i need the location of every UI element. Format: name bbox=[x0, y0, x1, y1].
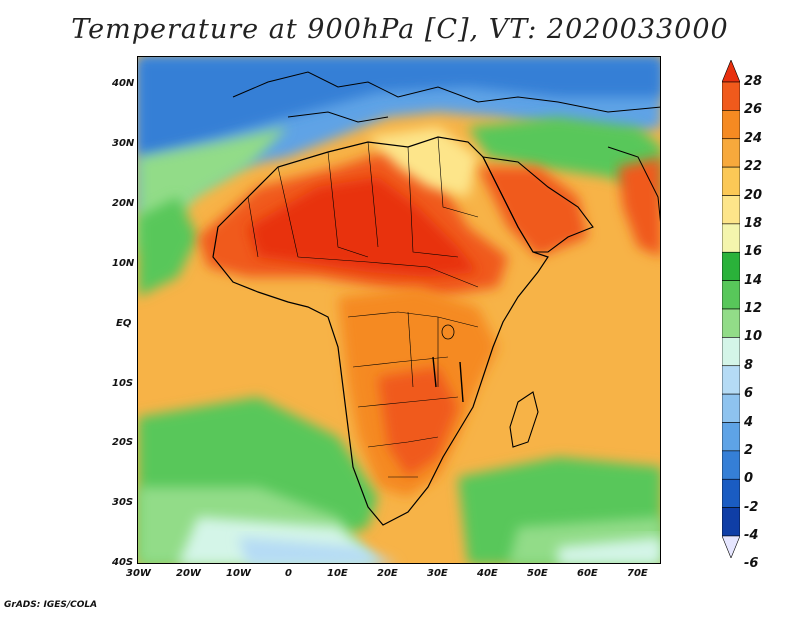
lon-label: 30W bbox=[126, 568, 151, 579]
colorbar-label: 2 bbox=[744, 442, 754, 458]
colorbar bbox=[722, 60, 740, 558]
colorbar-label: 4 bbox=[744, 414, 754, 430]
colorbar-swatch bbox=[722, 195, 740, 225]
colorbar-label: 24 bbox=[744, 130, 763, 146]
colorbar-label: 6 bbox=[744, 386, 754, 402]
lon-label: 70E bbox=[627, 568, 648, 579]
colorbar-swatch bbox=[722, 308, 740, 338]
colorbar-label: 18 bbox=[744, 215, 763, 231]
colorbar-swatch bbox=[722, 166, 740, 196]
page-title: Temperature at 900hPa [C], VT: 202003300… bbox=[71, 14, 729, 45]
colorbar-swatch bbox=[722, 478, 740, 508]
colorbar-swatch bbox=[722, 138, 740, 168]
lon-label: 10E bbox=[327, 568, 348, 579]
map-panel bbox=[137, 56, 661, 564]
lat-label: 30S bbox=[112, 497, 134, 508]
lon-label: 50E bbox=[527, 568, 548, 579]
lat-label: 10S bbox=[112, 378, 134, 389]
colorbar-label: 20 bbox=[744, 187, 763, 203]
colorbar-swatch bbox=[722, 450, 740, 480]
colorbar-top-triangle bbox=[722, 60, 740, 83]
lon-label: 10W bbox=[226, 568, 251, 579]
credit-label: GrADS: IGES/COLA bbox=[4, 600, 98, 610]
lon-label: 30E bbox=[427, 568, 448, 579]
colorbar-label: 10 bbox=[744, 329, 763, 345]
colorbar-swatch bbox=[722, 280, 740, 310]
colorbar-swatch bbox=[722, 507, 740, 537]
colorbar-label: 14 bbox=[744, 272, 763, 288]
colorbar-label: 0 bbox=[744, 471, 754, 487]
colorbar-swatch bbox=[722, 81, 740, 111]
colorbar-label: -6 bbox=[744, 556, 759, 572]
colorbar-label: 8 bbox=[744, 357, 754, 373]
colorbar-bottom-triangle bbox=[722, 535, 740, 558]
lat-label: 20S bbox=[112, 437, 134, 448]
colorbar-label: -4 bbox=[744, 528, 759, 543]
colorbar-label: 16 bbox=[744, 244, 763, 260]
lon-label: 20W bbox=[176, 568, 201, 579]
lat-label: 20N bbox=[112, 198, 135, 209]
colorbar-swatch bbox=[722, 337, 740, 367]
colorbar-label: -2 bbox=[744, 499, 759, 515]
lat-label: 40S bbox=[112, 557, 134, 568]
colorbar-swatch bbox=[722, 393, 740, 423]
lon-label: 20E bbox=[377, 568, 398, 579]
lat-label: 10N bbox=[112, 258, 135, 269]
colorbar-label: 26 bbox=[744, 102, 763, 118]
colorbar-swatch bbox=[722, 223, 740, 253]
temperature-map bbox=[138, 57, 660, 563]
colorbar-swatch bbox=[722, 422, 740, 452]
colorbar-label: 28 bbox=[744, 74, 763, 89]
colorbar-swatch bbox=[722, 365, 740, 395]
colorbar-swatch bbox=[722, 251, 740, 281]
lon-label: 0 bbox=[285, 568, 292, 579]
colorbar-swatch bbox=[722, 110, 740, 140]
lat-label: 40N bbox=[112, 78, 135, 89]
colorbar-label: 12 bbox=[744, 301, 763, 316]
colorbar-label: 22 bbox=[744, 159, 763, 175]
lat-label: EQ bbox=[116, 318, 132, 329]
africa-coastline bbox=[212, 136, 549, 526]
lon-label: 60E bbox=[577, 568, 598, 579]
lon-label: 40E bbox=[477, 568, 498, 579]
lat-label: 30N bbox=[112, 138, 135, 149]
